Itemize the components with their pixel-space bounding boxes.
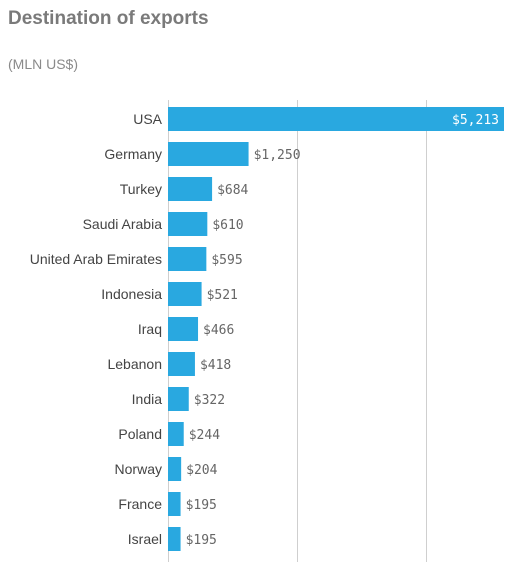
category-label-poland: Poland bbox=[118, 426, 162, 442]
bar-lebanon[interactable] bbox=[168, 352, 195, 376]
bar-turkey[interactable] bbox=[168, 177, 213, 201]
category-label-israel: Israel bbox=[128, 531, 162, 547]
category-label-indonesia: Indonesia bbox=[101, 286, 162, 302]
bar-france[interactable] bbox=[168, 492, 181, 516]
bar-indonesia[interactable] bbox=[168, 282, 202, 306]
chart-subtitle: (MLN US$) bbox=[8, 56, 79, 72]
value-label-norway: $204 bbox=[186, 463, 217, 478]
category-label-germany: Germany bbox=[104, 146, 162, 162]
value-label-germany: $1,250 bbox=[254, 148, 301, 163]
bar-iraq[interactable] bbox=[168, 317, 199, 341]
value-label-poland: $244 bbox=[189, 428, 220, 443]
value-label-united-arab-emirates: $595 bbox=[211, 253, 242, 268]
value-label-usa: $5,213 bbox=[452, 113, 499, 128]
bar-india[interactable] bbox=[168, 387, 189, 411]
category-label-united-arab-emirates: United Arab Emirates bbox=[30, 251, 162, 267]
value-label-india: $322 bbox=[194, 393, 225, 408]
bar-norway[interactable] bbox=[168, 457, 182, 481]
category-label-iraq: Iraq bbox=[138, 321, 162, 337]
category-label-france: France bbox=[118, 496, 162, 512]
bar-saudi-arabia[interactable] bbox=[168, 212, 208, 236]
category-label-lebanon: Lebanon bbox=[107, 356, 162, 372]
category-label-saudi-arabia: Saudi Arabia bbox=[83, 216, 163, 232]
bar-poland[interactable] bbox=[168, 422, 184, 446]
category-label-usa: USA bbox=[133, 111, 162, 127]
category-label-india: India bbox=[132, 391, 163, 407]
value-label-france: $195 bbox=[186, 498, 217, 513]
category-label-norway: Norway bbox=[115, 461, 162, 477]
bar-germany[interactable] bbox=[168, 142, 249, 166]
value-label-saudi-arabia: $610 bbox=[212, 218, 243, 233]
value-label-iraq: $466 bbox=[203, 323, 234, 338]
chart-title: Destination of exports bbox=[8, 8, 209, 29]
bar-united-arab-emirates[interactable] bbox=[168, 247, 207, 271]
value-label-indonesia: $521 bbox=[207, 288, 238, 303]
bar-usa[interactable] bbox=[168, 107, 504, 131]
value-label-israel: $195 bbox=[186, 533, 217, 548]
bar-israel[interactable] bbox=[168, 527, 181, 551]
category-label-turkey: Turkey bbox=[120, 181, 162, 197]
value-label-turkey: $684 bbox=[217, 183, 248, 198]
value-label-lebanon: $418 bbox=[200, 358, 231, 373]
